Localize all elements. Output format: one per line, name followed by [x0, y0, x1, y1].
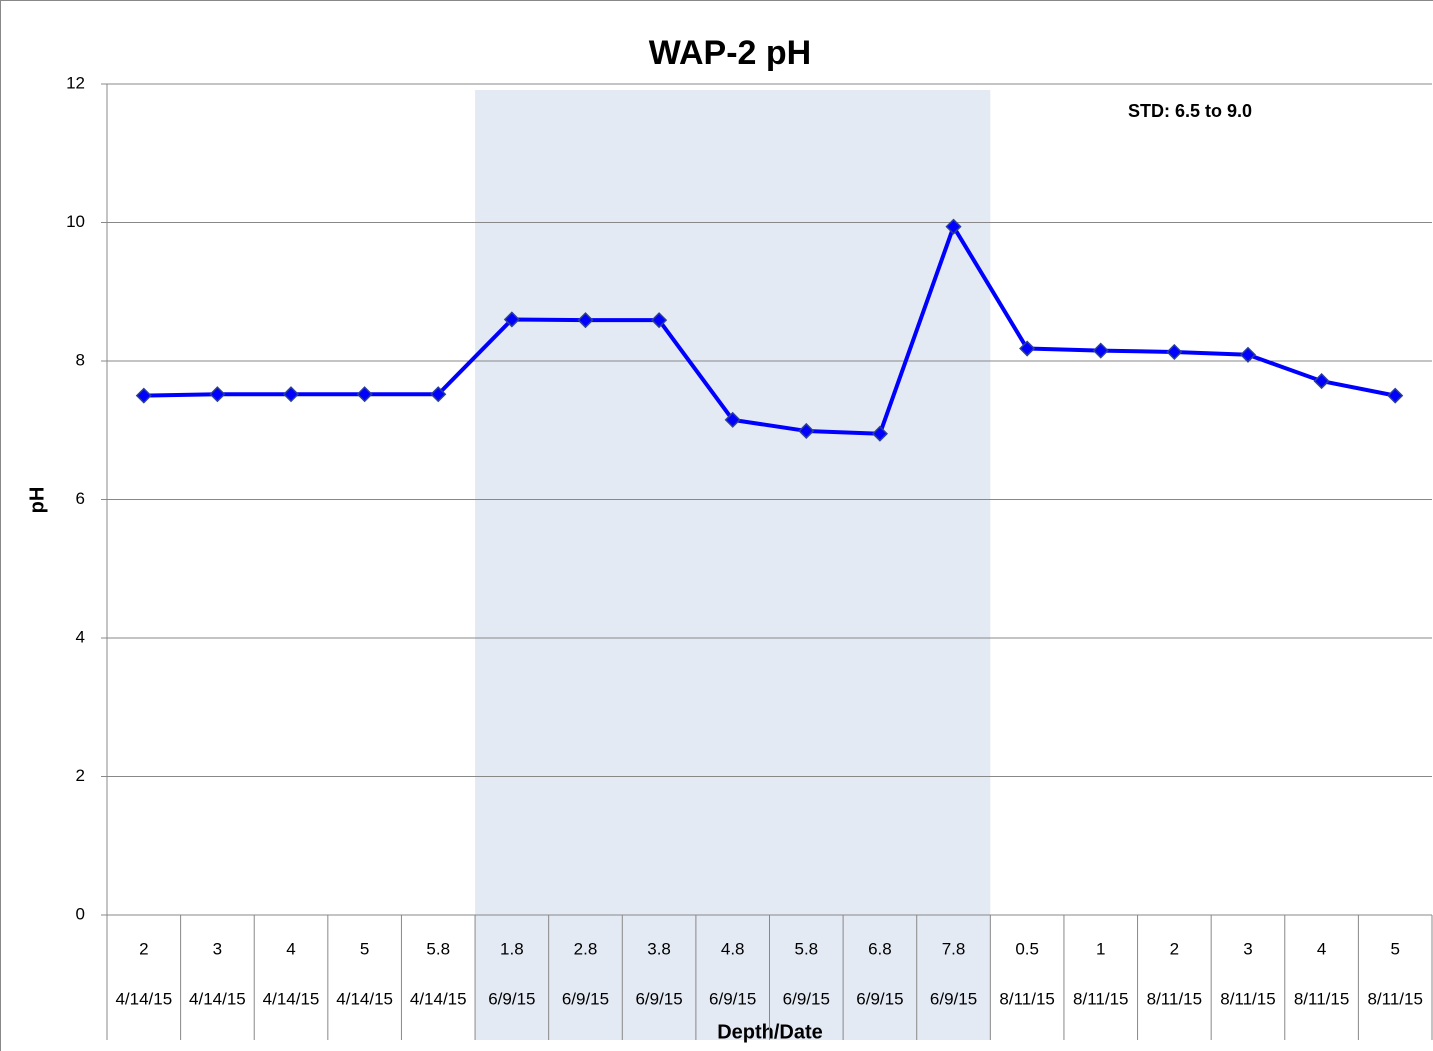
x-tick-label: 4	[1317, 939, 1326, 958]
data-point	[1313, 373, 1330, 390]
x-date-label: 8/11/15	[1147, 989, 1202, 1008]
data-point	[1166, 343, 1183, 361]
data-point	[871, 425, 888, 442]
data-point	[1092, 342, 1109, 359]
x-tick-label: 5	[1390, 939, 1399, 958]
annotation: STD: 6.5 to 9.0	[1128, 101, 1252, 121]
x-date-label: 4/14/15	[115, 989, 172, 1008]
x-tick-label: 2	[1170, 939, 1179, 958]
y-axis-label: pH	[26, 487, 48, 514]
data-point	[282, 386, 300, 403]
x-date-label: 4/14/15	[336, 989, 393, 1008]
y-tick-label: 4	[76, 627, 85, 646]
x-tick-label: 3.8	[647, 939, 671, 958]
data-point	[724, 411, 741, 428]
data-point	[135, 387, 152, 404]
data-point	[1239, 346, 1257, 363]
x-tick-label: 5.8	[426, 939, 450, 958]
chart-title: WAP-2 pH	[649, 34, 811, 72]
data-point	[651, 312, 668, 329]
x-tick-label: 3	[1243, 939, 1252, 958]
x-date-label: 6/9/15	[783, 989, 830, 1008]
x-date-label: 6/9/15	[930, 989, 977, 1008]
x-date-label: 6/9/15	[856, 989, 903, 1008]
y-tick-label: 2	[76, 766, 85, 785]
x-date-label: 8/11/15	[1073, 989, 1128, 1008]
y-tick-label: 12	[66, 73, 85, 92]
data-point	[1019, 340, 1036, 357]
x-date-label: 6/9/15	[635, 989, 682, 1008]
data-point	[945, 218, 962, 235]
y-tick-label: 0	[76, 904, 85, 923]
x-tick-label: 7.8	[942, 939, 966, 958]
data-point	[798, 422, 815, 440]
data-point	[577, 312, 594, 329]
x-tick-label: 0.5	[1015, 939, 1039, 958]
data-point	[1387, 387, 1404, 404]
x-date-label: 4/14/15	[263, 989, 320, 1008]
x-tick-label: 3	[213, 939, 222, 958]
data-point	[356, 386, 373, 403]
x-date-label: 8/11/15	[1220, 989, 1275, 1008]
x-date-label: 8/11/15	[1367, 989, 1422, 1008]
x-tick-label: 2	[139, 939, 148, 958]
x-tick-label: 5.8	[794, 939, 818, 958]
x-tick-label: 4.8	[721, 939, 745, 958]
data-line	[143, 224, 1396, 436]
y-tick-label: 6	[76, 489, 85, 508]
data-point	[503, 311, 520, 328]
data-point	[430, 386, 447, 403]
y-tick-label: 10	[66, 212, 85, 231]
y-tick-label: 8	[76, 350, 85, 369]
x-tick-label: 6.8	[868, 939, 892, 958]
x-tick-label: 4	[286, 939, 295, 958]
x-tick-label: 1	[1096, 939, 1105, 958]
x-date-label: 4/14/15	[189, 989, 246, 1008]
x-date-label: 6/9/15	[562, 989, 609, 1008]
x-tick-label: 5	[360, 939, 369, 958]
shaded-region	[475, 90, 991, 1040]
x-tick-label: 1.8	[500, 939, 524, 958]
x-date-label: 8/11/15	[1294, 989, 1349, 1008]
x-date-label: 8/11/15	[999, 989, 1054, 1008]
x-date-label: 6/9/15	[709, 989, 756, 1008]
x-date-label: 6/9/15	[488, 989, 535, 1008]
x-tick-label: 2.8	[574, 939, 598, 958]
x-date-label: 4/14/15	[410, 989, 467, 1008]
data-point	[209, 386, 226, 403]
